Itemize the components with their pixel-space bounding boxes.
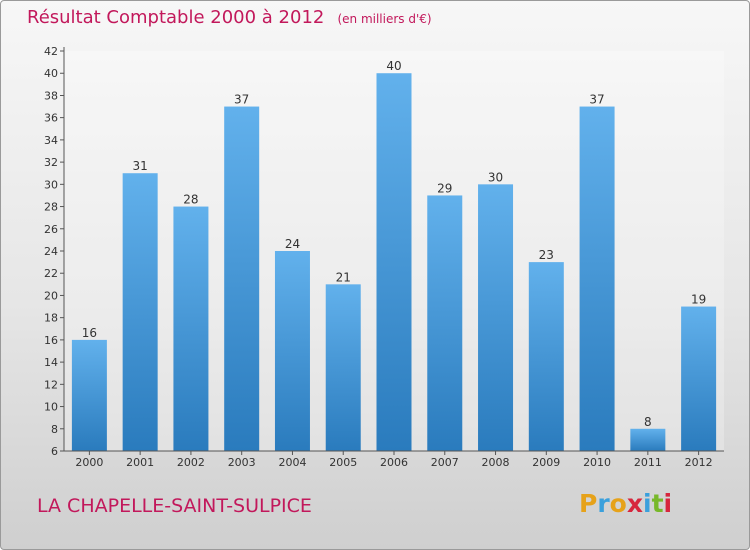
y-tick-label-18: 18 <box>44 312 58 325</box>
value-label-2012: 19 <box>691 293 706 307</box>
logo-letter: i <box>643 489 652 518</box>
y-tick-label-10: 10 <box>44 401 58 414</box>
title-row: Résultat Comptable 2000 à 2012 (en milli… <box>27 7 432 28</box>
commune-name: LA CHAPELLE-SAINT-SULPICE <box>37 495 312 517</box>
x-tick-label-2008: 2008 <box>482 456 510 469</box>
y-tick-label-38: 38 <box>44 89 58 102</box>
y-tick-label-28: 28 <box>44 201 58 214</box>
y-tick-label-26: 26 <box>44 223 58 236</box>
value-label-2001: 31 <box>133 159 148 173</box>
y-tick-label-14: 14 <box>44 356 58 369</box>
bar-2012 <box>681 306 717 451</box>
y-tick-label-42: 42 <box>44 45 58 58</box>
x-tick-label-2000: 2000 <box>75 456 103 469</box>
bars: 16 31 28 37 24 21 40 29 30 23 37 8 19 <box>71 59 717 452</box>
y-tick-label-32: 32 <box>44 156 58 169</box>
bar-2001 <box>122 173 158 451</box>
bar-2002 <box>173 206 209 451</box>
value-label-2002: 28 <box>183 193 198 207</box>
chart-title: Résultat Comptable 2000 à 2012 <box>27 7 325 28</box>
value-label-2008: 30 <box>488 170 503 184</box>
value-label-2010: 37 <box>589 93 604 107</box>
logo-letter: P <box>579 489 598 518</box>
x-tick-label-2002: 2002 <box>177 456 205 469</box>
y-tick-label-24: 24 <box>44 245 58 258</box>
bar-2004 <box>274 251 310 451</box>
y-tick-label-40: 40 <box>44 67 58 80</box>
logo-letter: t <box>651 489 664 518</box>
bar-2003 <box>224 106 260 452</box>
logo-letter: i <box>663 489 673 518</box>
value-label-2004: 24 <box>285 237 300 251</box>
y-tick-label-16: 16 <box>44 334 58 347</box>
y-tick-label-34: 34 <box>44 134 58 147</box>
x-tick-label-2010: 2010 <box>583 456 611 469</box>
x-tick-label-2007: 2007 <box>431 456 459 469</box>
bar-2006 <box>376 73 412 451</box>
logo-letter: o <box>609 489 627 518</box>
chart-unit: (en milliers d'€) <box>337 12 432 26</box>
bar-2011 <box>630 428 666 451</box>
x-tick-label-2006: 2006 <box>380 456 408 469</box>
bar-2009 <box>528 262 564 451</box>
y-tick-label-36: 36 <box>44 112 58 125</box>
bar-2008 <box>478 184 514 452</box>
x-tick-label-2005: 2005 <box>329 456 357 469</box>
value-label-2005: 21 <box>336 270 351 284</box>
x-tick-label-2011: 2011 <box>634 456 662 469</box>
value-label-2011: 8 <box>644 415 652 429</box>
y-tick-label-30: 30 <box>44 178 58 191</box>
value-label-2006: 40 <box>386 59 401 73</box>
y-tick-label-22: 22 <box>44 267 58 280</box>
logo-letter: x <box>626 489 643 518</box>
value-label-2003: 37 <box>234 93 249 107</box>
x-tick-label-2012: 2012 <box>685 456 713 469</box>
logo-letter: r <box>597 489 610 518</box>
y-tick-label-20: 20 <box>44 289 58 302</box>
value-label-2007: 29 <box>437 181 452 195</box>
x-tick-label-2003: 2003 <box>228 456 256 469</box>
bar-2000 <box>71 339 107 451</box>
bar-2010 <box>579 106 615 452</box>
x-tick-label-2004: 2004 <box>278 456 306 469</box>
x-tick-label-2009: 2009 <box>532 456 560 469</box>
bar-2007 <box>427 195 463 451</box>
value-label-2009: 23 <box>539 248 554 262</box>
y-tick-label-12: 12 <box>44 378 58 391</box>
y-tick-label-6: 6 <box>51 445 58 458</box>
y-tick-label-8: 8 <box>51 423 58 436</box>
proxiti-logo: Proxiti <box>579 489 672 518</box>
bar-2005 <box>325 284 361 451</box>
axes: 2000 2001 2002 2003 2004 2005 2006 2007 2008 2009… <box>44 45 724 469</box>
x-tick-label-2001: 2001 <box>126 456 154 469</box>
value-label-2000: 16 <box>82 326 97 340</box>
